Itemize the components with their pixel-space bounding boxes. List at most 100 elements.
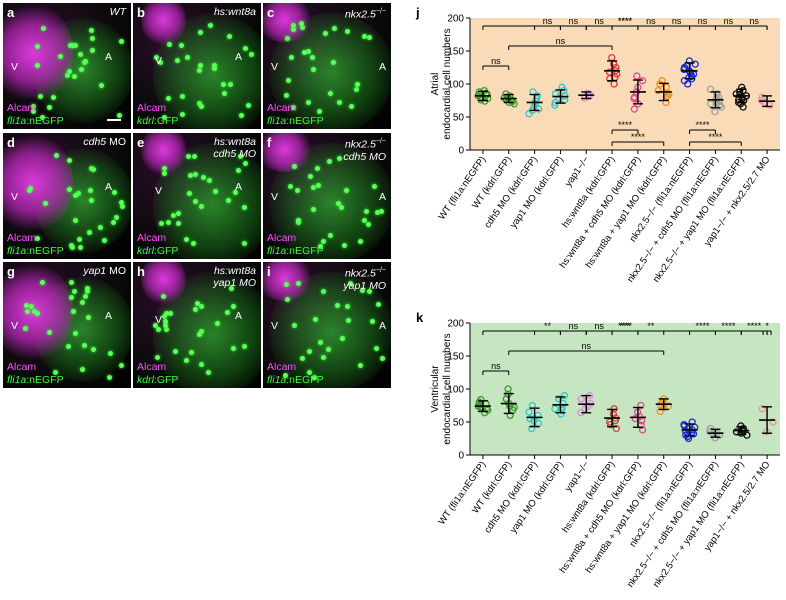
data-point [555, 395, 563, 403]
nucleus-dot [373, 345, 379, 351]
significance-label: ns [491, 361, 501, 371]
significance-label: ** [647, 321, 655, 331]
nucleus-dot [305, 99, 311, 105]
nucleus-dot [69, 294, 75, 300]
nucleus-dot [375, 209, 381, 215]
plot-background [470, 323, 780, 455]
nucleus-dot [183, 237, 189, 243]
data-point [504, 385, 512, 393]
nucleus-dot [46, 104, 52, 110]
nucleus-dot [330, 60, 336, 66]
marker-label-reporter: kdrl:GFP [137, 374, 179, 386]
marker-label-alcam: Alcam [137, 102, 167, 114]
nucleus-dot [88, 188, 94, 194]
nucleus-dot [241, 241, 247, 247]
nucleus-dot [327, 159, 333, 165]
nucleus-dot [214, 320, 220, 326]
nucleus-dot [28, 304, 34, 310]
nucleus-dot [327, 233, 333, 239]
nucleus-dot [317, 243, 323, 249]
ventricle-label: V [271, 61, 279, 73]
nucleus-dot [120, 203, 126, 209]
nucleus-dot [72, 288, 78, 294]
significance-label: **** [618, 16, 633, 26]
nucleus-dot [76, 237, 82, 243]
y-tick-label: 150 [447, 47, 464, 58]
data-point [551, 405, 559, 413]
nucleus-dot [73, 193, 79, 199]
nucleus-dot [161, 313, 167, 319]
nucleus-dot [153, 322, 158, 328]
nucleus-dot [354, 81, 360, 87]
nucleus-dot [159, 221, 165, 227]
nucleus-dot [201, 174, 207, 180]
nucleus-dot [328, 91, 334, 97]
nucleus-dot [186, 153, 192, 159]
ventricle-label: V [155, 185, 163, 197]
nucleus-dot [34, 44, 40, 50]
nucleus-dot [337, 155, 343, 161]
significance-label: ** [544, 321, 552, 331]
data-point [560, 391, 569, 400]
micrograph-panel-a: a WT V A Alcam fli1a:nEGFP [3, 3, 131, 129]
data-point [769, 418, 777, 426]
nucleus-dot [296, 281, 302, 287]
data-point [534, 105, 543, 113]
nucleus-dot [35, 236, 41, 242]
nucleus-dot [283, 92, 289, 98]
significance-label: ns [646, 16, 656, 26]
panel-letter: b [137, 5, 145, 20]
nucleus-dot [310, 184, 316, 190]
nucleus-dot [344, 187, 350, 193]
nucleus-dot [39, 280, 45, 286]
nucleus-dot [198, 29, 204, 35]
nucleus-dot [367, 288, 373, 294]
nucleus-dot [192, 154, 197, 160]
nucleus-dot [299, 24, 305, 30]
nucleus-dot [242, 343, 248, 349]
nucleus-dot [30, 108, 36, 114]
marker-label-reporter: fli1a:nEGFP [7, 245, 64, 257]
nucleus-dot [193, 172, 199, 178]
marker-label-reporter: kdrl:GFP [137, 245, 179, 257]
nucleus-dot [299, 21, 305, 27]
panel-letter: c [267, 5, 275, 20]
nucleus-dot [317, 339, 323, 345]
nucleus-dot [164, 311, 170, 317]
nucleus-dot [283, 372, 289, 378]
data-point [758, 405, 766, 413]
nucleus-dot [301, 49, 307, 55]
significance-label: ns [698, 16, 708, 26]
data-point [680, 422, 689, 430]
nucleus-dot [35, 63, 41, 69]
nucleus-dot [80, 366, 85, 372]
nucleus-dot [199, 362, 205, 368]
nucleus-dot [307, 370, 313, 376]
panel-condition: nkx2.5−/− cdh5 MO [343, 138, 386, 163]
significance-label: **** [618, 16, 633, 26]
nucleus-dot [23, 326, 28, 332]
nucleus-dot [359, 287, 365, 293]
chart-ventricular: k 0 50 100 150 200 Ventricularendocardial cell… [416, 310, 780, 590]
nucleus-dot [221, 91, 227, 97]
nucleus-dot [72, 74, 78, 80]
nucleus-dot [336, 99, 342, 105]
atrium-label: A [235, 51, 243, 63]
data-point [758, 93, 766, 101]
significance-label: **** [695, 120, 710, 130]
panel-condition: hs:wnt8a yap1 MO [213, 265, 256, 289]
nucleus-dot [353, 87, 359, 93]
nucleus-dot [316, 182, 322, 188]
panel-letter: i [267, 264, 271, 279]
micrograph-panel-f: f nkx2.5−/− cdh5 MO V A Alcam fli1a:nEGFP [263, 133, 391, 259]
nucleus-dot [245, 102, 251, 108]
nucleus-dot [90, 47, 96, 53]
nucleus-dot [226, 197, 232, 203]
nucleus-dot [98, 225, 104, 231]
nucleus-dot [163, 323, 169, 329]
data-point [551, 101, 559, 109]
y-tick-label: 200 [447, 319, 464, 330]
data-point [528, 424, 536, 433]
nucleus-dot [180, 93, 186, 99]
nucleus-dot [79, 300, 85, 306]
